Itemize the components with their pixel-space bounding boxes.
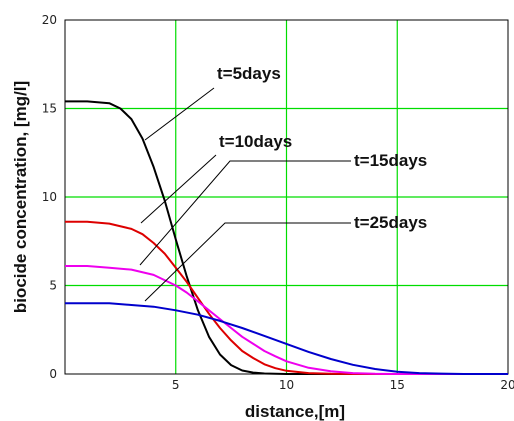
leader-line-2	[139, 160, 351, 266]
y-tick-label-20: 20	[42, 13, 57, 27]
series-lines	[65, 100, 508, 375]
x-tick-label-10: 10	[279, 378, 294, 392]
x-tick-label-20: 20	[500, 378, 514, 392]
y-tick-label-15: 15	[42, 102, 57, 116]
grid	[65, 20, 508, 374]
series-label-1: t=10days	[219, 132, 292, 151]
series-line-0	[65, 100, 508, 375]
series-line-3	[65, 302, 508, 375]
x-tick-label-5: 5	[172, 378, 180, 392]
leader-line-1	[140, 154, 217, 224]
leader-line-3	[144, 222, 351, 302]
series-label-2: t=15days	[354, 151, 427, 170]
y-tick-label-5: 5	[49, 279, 57, 293]
series-line-2	[65, 265, 508, 375]
x-tick-label-15: 15	[390, 378, 405, 392]
series-line-1	[65, 220, 508, 375]
series-label-0: t=5days	[217, 64, 281, 83]
tick-labels: 5 10 15 20 0 5 10 15 20	[42, 13, 514, 392]
series-labels: t=5days t=10days t=15days t=25days	[217, 64, 427, 232]
y-tick-label-0: 0	[49, 367, 57, 381]
label-leader-lines	[139, 87, 351, 302]
y-axis-label: biocide concentration, [mg/l]	[11, 81, 30, 313]
series-label-3: t=25days	[354, 213, 427, 232]
y-tick-label-10: 10	[42, 190, 57, 204]
x-axis-label: distance,[m]	[245, 402, 345, 421]
leader-line-0	[144, 87, 215, 141]
